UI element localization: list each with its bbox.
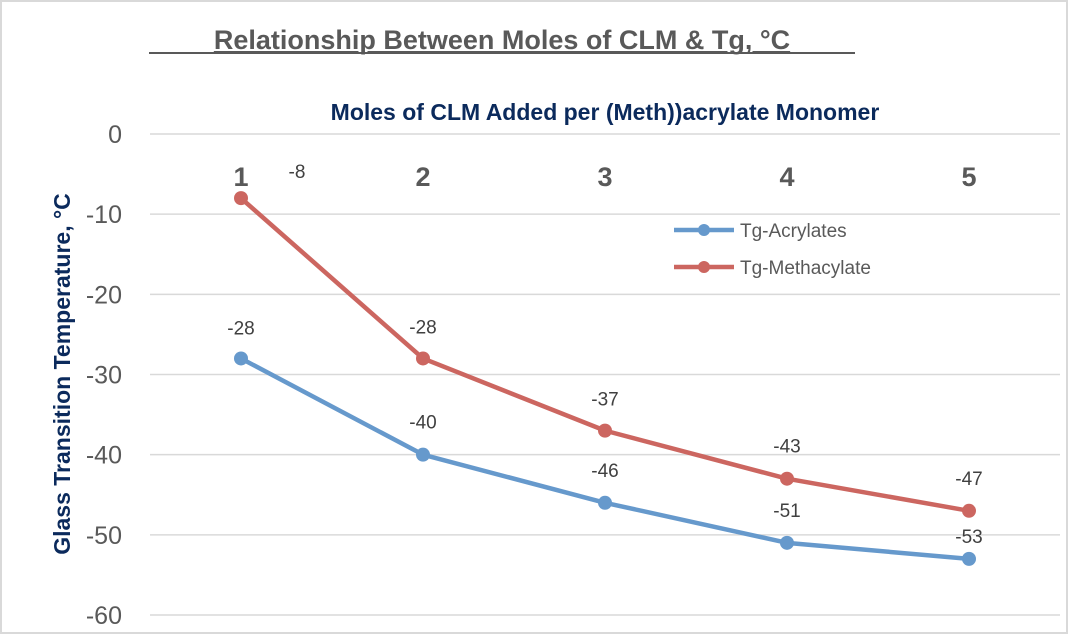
y-tick-label: -10 — [86, 201, 122, 229]
chart-title: Relationship Between Moles of CLM & Tg, … — [214, 25, 790, 55]
x-tick-label: 2 — [415, 162, 430, 192]
data-label: -40 — [409, 413, 436, 434]
x-tick-label: 1 — [233, 162, 248, 192]
data-label: -43 — [773, 437, 800, 458]
data-label: -28 — [227, 318, 254, 339]
legend: Tg-Acrylates Tg-Methacylate — [674, 221, 871, 279]
data-point — [234, 351, 248, 366]
x-tick-label: 5 — [961, 162, 976, 192]
legend-item: Tg-Methacylate — [674, 258, 871, 279]
y-axis-title: Glass Transition Temperature, °C — [49, 193, 75, 555]
series-layer: -28 -40 -46 -51 -53 -8 -28 -37 -43 -47 — [227, 162, 983, 566]
y-tick-label: -20 — [86, 281, 122, 309]
y-tick-label: -50 — [86, 522, 122, 550]
data-point — [962, 551, 976, 566]
legend-item: Tg-Acrylates — [674, 221, 847, 242]
data-point — [234, 191, 248, 206]
y-tick-label: 0 — [108, 121, 122, 149]
data-label: -8 — [289, 162, 306, 183]
legend-label: Tg-Methacylate — [740, 258, 871, 279]
data-label: -51 — [773, 501, 800, 522]
x-axis-title: Moles of CLM Added per (Meth))acrylate M… — [331, 99, 880, 125]
data-point — [780, 535, 794, 550]
data-point — [416, 447, 430, 462]
data-label: -28 — [409, 317, 436, 338]
legend-marker — [698, 224, 710, 236]
legend-marker — [698, 261, 710, 273]
x-tick-label: 3 — [597, 162, 612, 192]
y-tick-label: -60 — [86, 602, 122, 630]
data-point — [598, 423, 612, 438]
y-tick-label: -30 — [86, 362, 122, 390]
x-tick-labels: 1 2 3 4 5 — [233, 162, 976, 192]
x-tick-label: 4 — [779, 162, 794, 192]
data-point — [780, 471, 794, 486]
data-label: -46 — [591, 461, 618, 482]
gridlines — [150, 133, 1060, 616]
series-tg-methacylate: -8 -28 -37 -43 -47 — [234, 162, 983, 518]
data-point — [962, 503, 976, 518]
data-point — [416, 351, 430, 366]
data-label: -47 — [955, 469, 982, 490]
series-tg-acrylates: -28 -40 -46 -51 -53 — [227, 318, 983, 566]
data-point — [598, 495, 612, 510]
legend-label: Tg-Acrylates — [740, 221, 847, 242]
data-label: -37 — [591, 390, 618, 411]
data-label: -53 — [955, 527, 982, 548]
y-tick-labels: 0 -10 -20 -30 -40 -50 -60 — [86, 121, 122, 630]
y-tick-label: -40 — [86, 442, 122, 470]
